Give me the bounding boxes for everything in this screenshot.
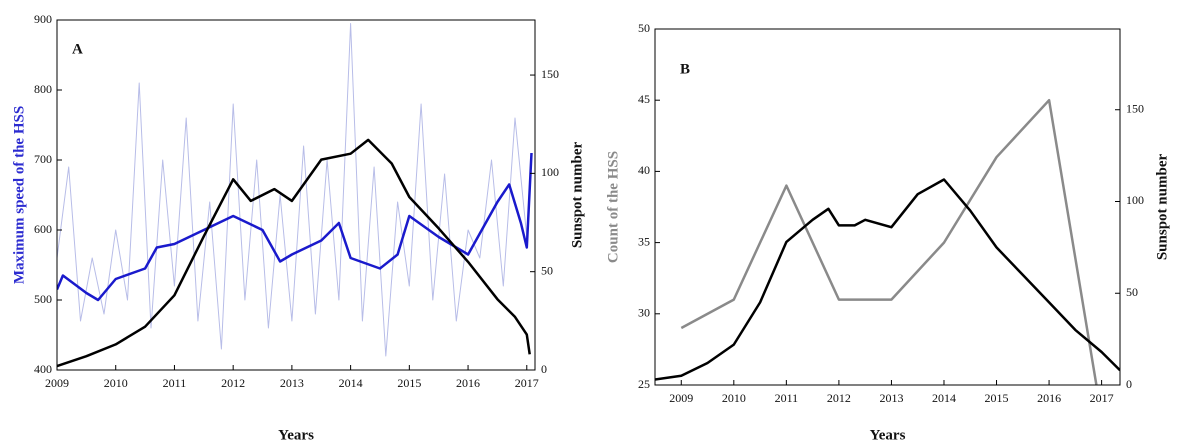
x-tick-label: 2017 <box>515 376 539 390</box>
y2-tick-label: 0 <box>541 362 547 376</box>
y-tick-label: 40 <box>638 163 650 177</box>
y-tick-label: 25 <box>638 377 650 391</box>
x-tick-label: 2011 <box>163 376 187 390</box>
x-axis-label: Years <box>278 427 314 443</box>
y-tick-label: 800 <box>34 82 52 96</box>
x-tick-label: 2016 <box>1037 391 1061 405</box>
plot-frame <box>56 19 536 371</box>
y-tick-label: 900 <box>34 12 52 26</box>
y-tick-label: 35 <box>638 234 650 248</box>
x-tick-label: 2015 <box>985 391 1009 405</box>
x-tick-label: 2014 <box>339 376 363 390</box>
y2-axis-label: Sunspot number <box>569 142 585 249</box>
panel-title: A <box>72 41 83 57</box>
data-line <box>57 138 531 368</box>
y-tick-label: 500 <box>34 292 52 306</box>
y2-tick-label: 50 <box>541 263 553 277</box>
x-tick-label: 2010 <box>722 391 746 405</box>
y-tick-label: 700 <box>34 152 52 166</box>
x-tick-label: 2015 <box>397 376 421 390</box>
y2-tick-label: 100 <box>1126 193 1144 207</box>
data-line <box>655 178 1120 381</box>
x-tick-label: 2017 <box>1090 391 1114 405</box>
y-axis-label: Maximum speed of the HSS <box>11 106 27 284</box>
y-tick-label: 50 <box>638 21 650 35</box>
y-tick-label: 600 <box>34 222 52 236</box>
x-tick-label: 2009 <box>45 376 69 390</box>
x-tick-label: 2012 <box>827 391 851 405</box>
y-tick-label: 400 <box>34 362 52 376</box>
y2-tick-label: 0 <box>1126 377 1132 391</box>
panel-title: B <box>680 61 690 77</box>
data-line <box>680 98 1098 385</box>
x-tick-label: 2009 <box>669 391 693 405</box>
data-line <box>57 152 533 302</box>
y2-tick-label: 150 <box>1126 101 1144 115</box>
x-axis-label: Years <box>870 427 906 443</box>
y-tick-label: 30 <box>638 306 650 320</box>
x-tick-label: 2013 <box>879 391 903 405</box>
y-axis-label: Count of the HSS <box>605 151 621 263</box>
plot-frame <box>654 28 1121 386</box>
y2-tick-label: 150 <box>541 67 559 81</box>
y2-tick-label: 100 <box>541 165 559 179</box>
x-tick-label: 2016 <box>456 376 480 390</box>
x-tick-label: 2011 <box>775 391 799 405</box>
y2-tick-label: 50 <box>1126 285 1138 299</box>
x-tick-label: 2013 <box>280 376 304 390</box>
x-tick-label: 2012 <box>221 376 245 390</box>
data-line <box>57 23 528 357</box>
y2-axis-label: Sunspot number <box>1154 154 1170 261</box>
y-tick-label: 45 <box>638 92 650 106</box>
x-tick-label: 2014 <box>932 391 956 405</box>
x-tick-label: 2010 <box>104 376 128 390</box>
